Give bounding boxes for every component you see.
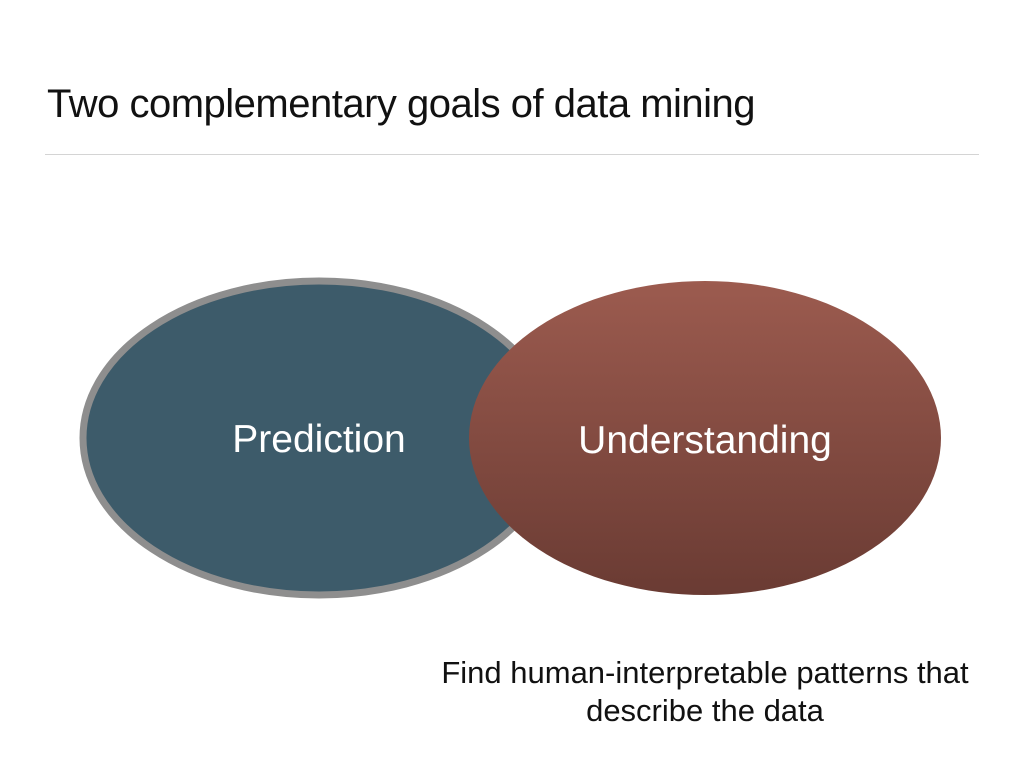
caption-line-2: describe the data	[586, 693, 824, 728]
understanding-label: Understanding	[578, 419, 832, 462]
title-divider	[45, 154, 979, 155]
slide-title: Two complementary goals of data mining	[47, 82, 756, 126]
prediction-label: Prediction	[232, 418, 405, 461]
caption-line-1: Find human-interpretable patterns that	[441, 655, 969, 690]
understanding-caption: Find human-interpretable patterns that d…	[395, 654, 1015, 730]
understanding-circle	[469, 281, 941, 595]
